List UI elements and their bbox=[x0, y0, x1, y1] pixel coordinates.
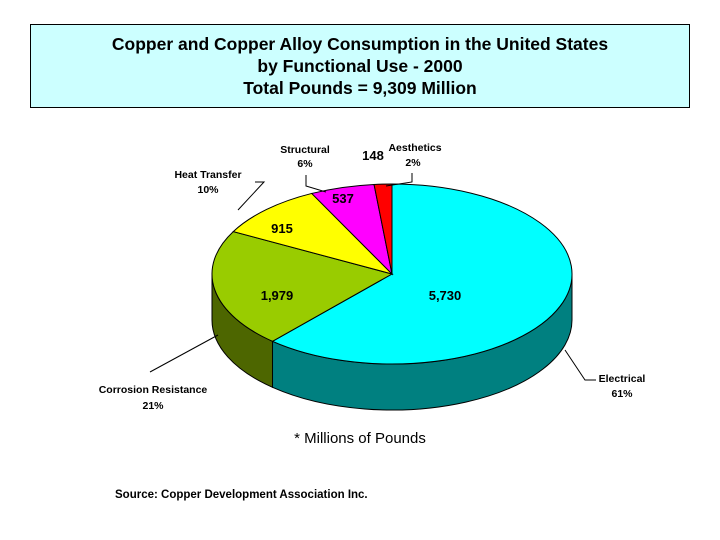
chart-title-line-1: Copper and Copper Alloy Consumption in t… bbox=[111, 34, 609, 54]
slice-aesthetics bbox=[373, 183, 393, 275]
unit-note: * Millions of Pounds bbox=[294, 430, 426, 447]
chart-title-box: Copper and Copper Alloy Consumption in t… bbox=[30, 24, 690, 108]
category-label-corrosion-resistance: Corrosion Resistance bbox=[99, 384, 208, 396]
source-note: Source: Copper Development Association I… bbox=[115, 489, 368, 501]
value-label-corrosion-resistance: 1,979 bbox=[261, 288, 294, 303]
value-label-electrical: 5,730 bbox=[429, 288, 462, 303]
value-label-aesthetics: 148 bbox=[362, 148, 384, 163]
chart-title-line-2: by Functional Use - 2000 bbox=[257, 56, 463, 76]
percent-label-aesthetics: 2% bbox=[405, 157, 421, 169]
category-label-heat-transfer: Heat Transfer bbox=[174, 169, 241, 181]
slice-corrosion-resistance bbox=[211, 231, 394, 342]
category-label-electrical: Electrical bbox=[599, 373, 646, 385]
percent-label-corrosion-resistance: 21% bbox=[142, 400, 164, 412]
leader-line-corrosion-resistance bbox=[149, 334, 219, 373]
category-label-aesthetics: Aesthetics bbox=[388, 142, 441, 154]
percent-label-electrical: 61% bbox=[611, 388, 633, 400]
category-label-structural: Structural bbox=[280, 144, 330, 156]
slice-heat-transfer bbox=[232, 192, 394, 275]
leader-line-structural bbox=[305, 175, 327, 193]
percent-label-structural: 6% bbox=[297, 158, 313, 170]
percent-label-heat-transfer: 10% bbox=[197, 184, 219, 196]
leader-line-heat-transfer bbox=[237, 181, 266, 211]
value-label-heat-transfer: 915 bbox=[271, 221, 293, 236]
leader-line-aesthetics bbox=[385, 173, 413, 187]
slice-electrical bbox=[271, 183, 573, 365]
leader-line-electrical bbox=[564, 349, 596, 381]
chart-title-line-3: Total Pounds = 9,309 Million bbox=[243, 78, 477, 98]
value-label-structural: 537 bbox=[332, 191, 354, 206]
